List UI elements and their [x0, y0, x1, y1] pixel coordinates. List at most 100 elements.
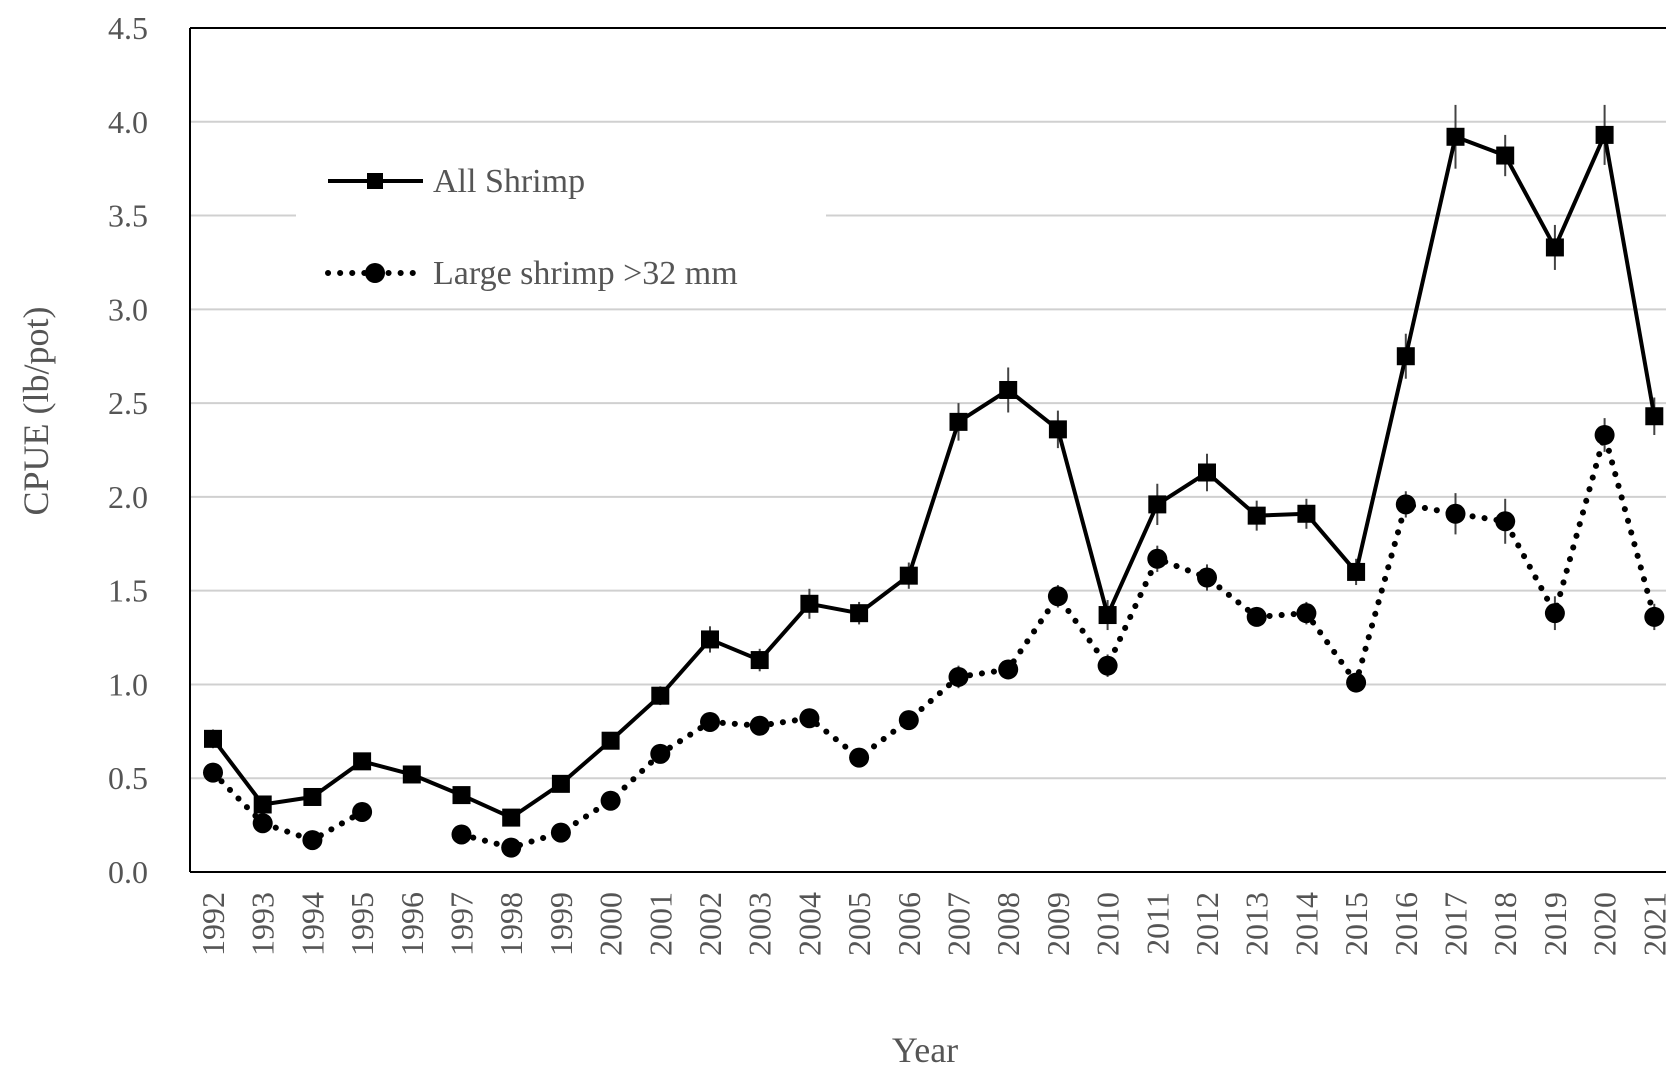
square-marker — [949, 412, 968, 431]
y-tick-label: 4.5 — [108, 10, 148, 46]
square-marker — [303, 787, 322, 806]
x-tick-label: 2001 — [642, 892, 678, 956]
circle-marker — [898, 710, 919, 731]
square-marker — [402, 765, 421, 784]
y-axis-ticks: 0.0 0.5 1.0 1.5 2.0 2.5 3.0 3.5 4.0 4.5 — [108, 10, 148, 890]
circle-marker — [700, 711, 720, 732]
circle-marker — [1395, 494, 1416, 515]
x-tick-label: 2008 — [990, 892, 1026, 956]
x-tick-label: 1998 — [493, 892, 529, 956]
circle-marker — [352, 801, 373, 822]
x-tick-label: 2000 — [593, 892, 629, 956]
circle-marker — [550, 822, 571, 843]
legend-circle-marker — [365, 263, 385, 283]
x-tick-label: 2013 — [1239, 892, 1275, 956]
plot-frame — [189, 27, 1666, 873]
square-marker — [899, 566, 918, 585]
square-marker — [1098, 606, 1117, 625]
circle-marker — [1544, 603, 1565, 624]
square-marker — [551, 774, 570, 793]
y-axis-title: CPUE (lb/pot) — [16, 306, 56, 515]
x-tick-label: 1997 — [444, 892, 480, 956]
square-marker — [800, 594, 819, 613]
y-tick-label: 1.5 — [108, 573, 148, 609]
x-tick-label: 2015 — [1338, 892, 1374, 956]
circle-marker — [1296, 603, 1317, 624]
square-marker — [850, 604, 869, 623]
square-marker — [502, 808, 521, 827]
x-tick-label: 1995 — [344, 892, 380, 956]
square-marker — [1347, 562, 1366, 581]
circle-marker — [1346, 672, 1367, 693]
circle-marker — [501, 837, 522, 858]
y-tick-label: 0.5 — [108, 760, 148, 796]
circle-marker — [302, 830, 323, 851]
square-marker — [999, 380, 1018, 399]
circle-marker — [650, 743, 671, 764]
x-tick-label: 2018 — [1487, 892, 1523, 956]
circle-marker — [1445, 503, 1466, 524]
square-marker — [1446, 127, 1465, 146]
circle-marker — [1495, 511, 1516, 532]
square-marker — [701, 630, 719, 649]
circle-marker — [1047, 586, 1068, 607]
x-tick-label: 2006 — [891, 892, 927, 956]
legend-background — [296, 148, 826, 308]
x-axis-ticks: 1992 1993 1994 1995 1996 1997 1998 1999 2000 2001… — [195, 892, 1666, 956]
square-marker — [1198, 463, 1216, 482]
legend-square-marker — [367, 173, 383, 189]
series-line-large-shrimp — [210, 769, 366, 844]
x-tick-label: 2016 — [1388, 892, 1424, 956]
circle-marker — [948, 666, 969, 687]
x-tick-label: 2005 — [841, 892, 877, 956]
square-marker — [651, 686, 670, 705]
circle-marker — [998, 659, 1019, 680]
y-tick-label: 0.0 — [108, 854, 148, 890]
x-tick-label: 2014 — [1288, 892, 1324, 956]
x-axis-title: Year — [892, 1030, 958, 1068]
circle-marker — [1246, 606, 1267, 627]
x-tick-label: 2009 — [1040, 892, 1076, 956]
square-marker — [750, 651, 769, 670]
square-marker — [1645, 407, 1664, 426]
circle-marker — [252, 813, 273, 834]
square-marker — [601, 731, 620, 750]
legend: All Shrimp Large shrimp >32 mm — [296, 148, 826, 308]
square-marker — [1496, 146, 1515, 165]
circle-marker — [749, 715, 770, 736]
x-tick-label: 2020 — [1587, 892, 1623, 956]
legend-label-large-shrimp: Large shrimp >32 mm — [433, 255, 738, 292]
square-marker — [1545, 238, 1564, 257]
x-tick-label: 2021 — [1636, 892, 1666, 956]
legend-label-all-shrimp: All Shrimp — [433, 163, 585, 200]
circle-marker — [849, 747, 870, 768]
y-tick-label: 1.0 — [108, 666, 148, 702]
square-marker — [1048, 420, 1067, 439]
square-marker — [253, 795, 272, 814]
square-marker — [1297, 504, 1316, 523]
circle-marker — [451, 824, 472, 845]
y-tick-label: 2.5 — [108, 385, 148, 421]
circle-marker — [1594, 424, 1615, 445]
square-marker — [204, 729, 222, 748]
x-tick-label: 1996 — [394, 892, 430, 956]
square-marker — [1396, 347, 1415, 366]
x-tick-label: 2012 — [1189, 892, 1225, 956]
x-tick-label: 2010 — [1090, 892, 1126, 956]
legend-item-all-shrimp: All Shrimp — [328, 163, 585, 200]
square-marker — [1247, 506, 1266, 525]
y-tick-label: 3.0 — [108, 291, 148, 327]
x-tick-label: 2019 — [1537, 892, 1573, 956]
x-tick-label: 2007 — [941, 892, 977, 956]
x-tick-label: 2011 — [1139, 892, 1175, 955]
circle-marker — [203, 762, 223, 783]
circle-marker — [600, 790, 621, 811]
x-tick-label: 2004 — [791, 892, 827, 956]
x-tick-label: 1999 — [543, 892, 579, 956]
y-tick-label: 4.0 — [108, 104, 148, 140]
x-tick-label: 2003 — [742, 892, 778, 956]
circle-marker — [1147, 548, 1168, 569]
data-markers — [203, 125, 1665, 858]
x-tick-label: 2017 — [1438, 892, 1474, 956]
